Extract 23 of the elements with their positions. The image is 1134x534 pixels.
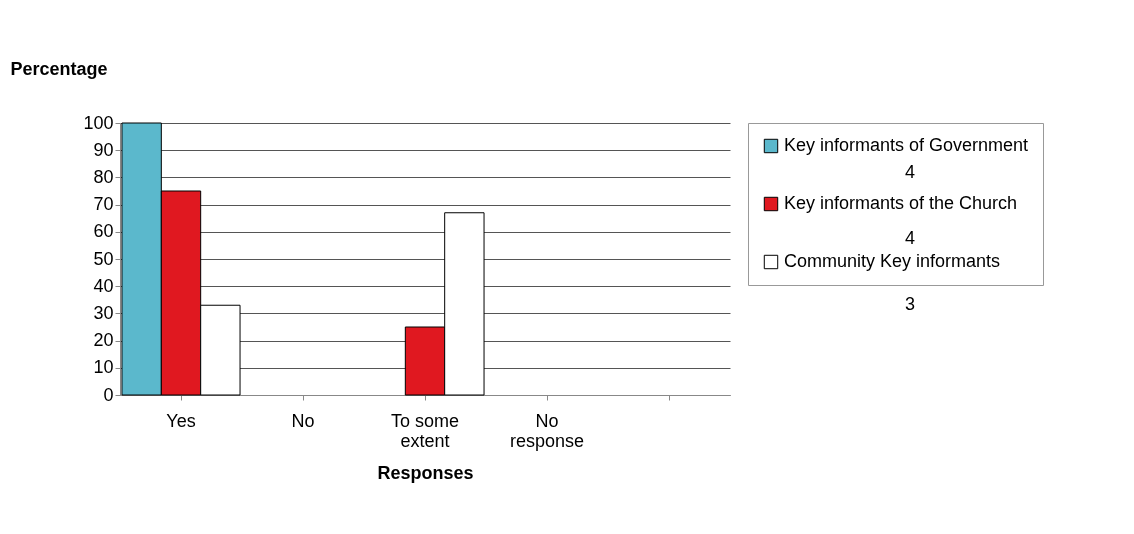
x-tick-label: No (291, 410, 315, 431)
y-axis-title: Percentage (10, 58, 108, 79)
text: 4 (904, 162, 916, 182)
y-tick-label: 10 (93, 357, 114, 378)
legend-label: Key informants of Government (784, 135, 1029, 155)
y-tick-label: 40 (93, 275, 114, 296)
x-axis-title: Responses (377, 462, 474, 483)
y-tick-label: 50 (93, 248, 114, 269)
x-tick-label: No response (509, 410, 585, 451)
text: 3 (904, 294, 916, 314)
y-tick-label: 70 (93, 194, 114, 215)
y-tick-label: 90 (93, 139, 114, 160)
y-tick-label: 100 (83, 112, 114, 133)
legend-label: Key informants of the Church (784, 193, 1018, 213)
x-tick-label: To some extent (390, 410, 460, 451)
y-tick-label: 20 (93, 330, 114, 351)
legend-label: Community Key informants (784, 251, 1001, 271)
x-tick-label: Yes (166, 410, 196, 431)
y-tick-label: 80 (93, 166, 114, 187)
y-tick-label: 0 (103, 384, 114, 405)
y-tick-label: 60 (93, 221, 114, 242)
text: 4 (904, 228, 916, 248)
y-tick-label: 30 (93, 302, 114, 323)
